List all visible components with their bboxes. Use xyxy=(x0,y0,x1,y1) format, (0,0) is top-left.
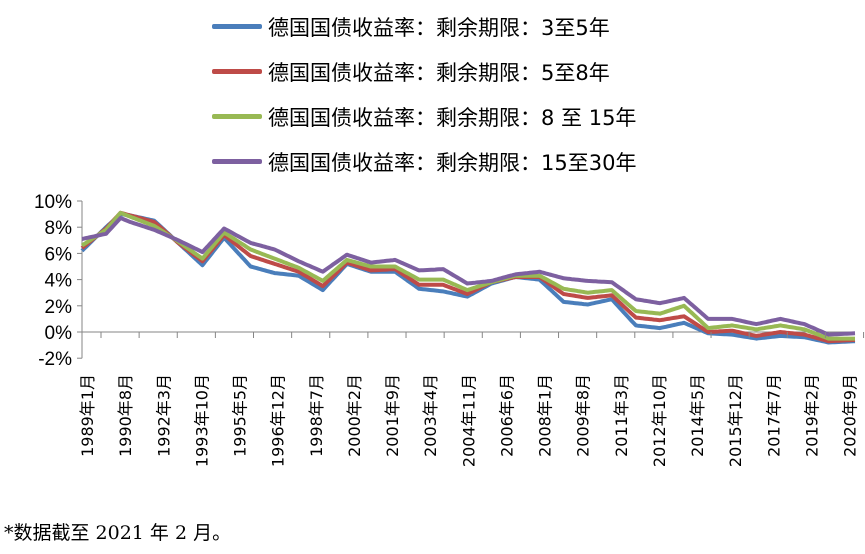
legend-swatch xyxy=(212,69,262,74)
x-tick-label: 2003年4月 xyxy=(421,374,440,457)
x-tick-label: 1990年8月 xyxy=(116,374,135,457)
y-tick-label: 0% xyxy=(45,323,73,344)
x-tick-label: 2019年2月 xyxy=(802,374,821,457)
legend-label: 德国国债收益率：剩余期限：3至5年 xyxy=(268,15,610,40)
x-tick-label: 1995年5月 xyxy=(231,374,250,457)
series-lines xyxy=(80,210,856,345)
legend-label: 德国国债收益率：剩余期限：5至8年 xyxy=(268,60,610,85)
legend-swatch xyxy=(212,114,262,119)
legend-label: 德国国债收益率：剩余期限：8 至 15年 xyxy=(268,105,637,130)
x-axis-ticks: 1989年1月 1990年8月 1992年3月 1993年10月 1995年5月 1996… xyxy=(78,332,865,467)
series-line xyxy=(80,212,856,345)
legend-swatch xyxy=(212,159,262,164)
x-tick-label: 1993年10月 xyxy=(192,374,211,467)
x-tick-label: 2000年2月 xyxy=(345,374,364,457)
y-tick-label: 8% xyxy=(45,218,73,239)
x-tick-label: 2001年9月 xyxy=(383,374,402,457)
x-tick-label: 1998年7月 xyxy=(307,374,326,457)
x-tick-label: 2020年9月 xyxy=(841,374,860,457)
y-tick-label: 6% xyxy=(45,244,73,265)
x-tick-label: 2011年3月 xyxy=(612,374,631,457)
x-tick-label: 1996年12月 xyxy=(269,374,288,467)
legend-item: 德国国债收益率：剩余期限：5至8年 xyxy=(212,49,636,94)
x-tick-label: 1992年3月 xyxy=(154,374,173,457)
x-tick-label: 2015年12月 xyxy=(726,374,745,467)
legend-label: 德国国债收益率：剩余期限：15至30年 xyxy=(268,150,637,175)
x-tick-label: 2006年6月 xyxy=(497,374,516,457)
footnote: *数据截至 2021 年 2 月。 xyxy=(4,522,232,544)
y-axis-ticks: 10% 8% 6% 4% 2% 0% -2% xyxy=(34,192,82,370)
x-tick-label: 2017年7月 xyxy=(764,374,783,457)
y-tick-label: 10% xyxy=(34,192,72,213)
x-tick-label: 2009年8月 xyxy=(574,374,593,457)
x-tick-label: 2012年10月 xyxy=(650,374,669,467)
legend-item: 德国国债收益率：剩余期限：15至30年 xyxy=(212,139,636,184)
series-line xyxy=(81,216,856,337)
x-tick-label: 2004年11月 xyxy=(459,374,478,467)
y-tick-label: 4% xyxy=(45,271,73,292)
y-tick-label: 2% xyxy=(45,297,73,318)
legend-swatch xyxy=(212,24,262,29)
y-tick-label: -2% xyxy=(38,349,72,370)
legend-item: 德国国债收益率：剩余期限：3至5年 xyxy=(212,4,636,49)
legend: 德国国债收益率：剩余期限：3至5年 德国国债收益率：剩余期限：5至8年 德国国债… xyxy=(212,4,636,184)
x-tick-label: 2014年5月 xyxy=(688,374,707,457)
series-line xyxy=(80,210,855,341)
x-tick-label: 2008年1月 xyxy=(536,374,555,457)
legend-item: 德国国债收益率：剩余期限：8 至 15年 xyxy=(212,94,636,139)
x-tick-label: 1989年1月 xyxy=(78,374,97,457)
